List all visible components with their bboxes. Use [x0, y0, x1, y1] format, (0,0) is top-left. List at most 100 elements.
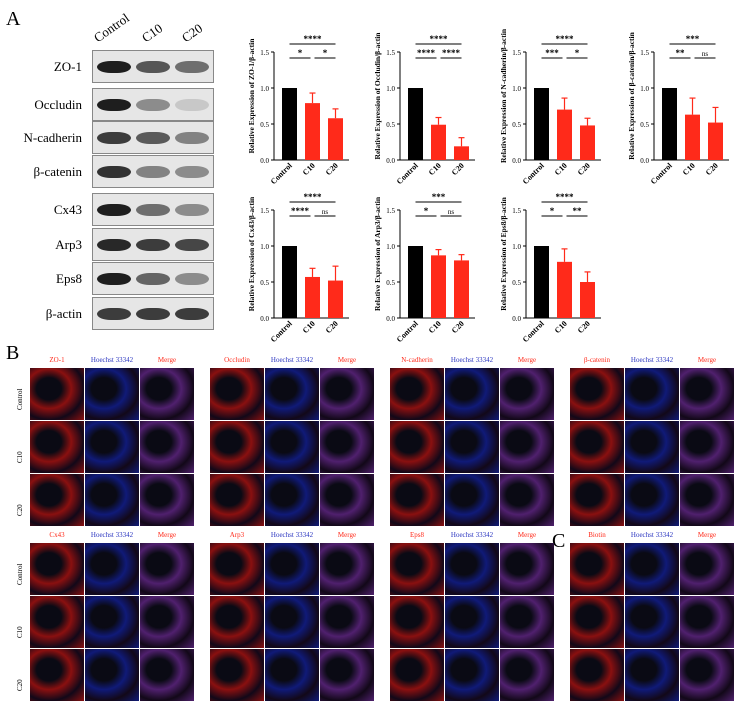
y-tick-label: 0.5	[386, 279, 395, 287]
if-image	[570, 368, 624, 420]
if-image	[30, 368, 84, 420]
blot-band	[175, 307, 209, 320]
bar-chart: 0.0 0.5 1.0 1.5 Relative Expression of N-cad…	[499, 28, 601, 186]
blot-column-label: C20	[178, 20, 206, 46]
significance-label: *	[323, 48, 328, 58]
significance-label: **	[573, 206, 583, 216]
y-tick-label: 1.5	[260, 49, 269, 57]
significance-label: ***	[545, 48, 559, 58]
x-tick-label: C10	[427, 161, 443, 177]
bar-c10	[305, 276, 320, 318]
if-channel-label: Hoechst 33342	[90, 356, 134, 364]
if-image	[500, 421, 554, 473]
if-channel-label: Hoechst 33342	[270, 531, 314, 539]
blot-strip	[92, 155, 214, 188]
if-row-label: Control	[16, 388, 24, 410]
blot-band	[97, 272, 131, 285]
if-image	[210, 421, 264, 473]
panel-label-a: A	[6, 8, 21, 30]
if-channel-label: Eps8	[410, 531, 424, 539]
blot-band	[175, 272, 209, 285]
if-image	[30, 596, 84, 648]
if-panel-occludin: Occludin Hoechst 33342 Merge	[208, 356, 374, 528]
blot-band	[97, 238, 131, 251]
if-image	[320, 596, 374, 648]
bar-c10	[557, 109, 572, 160]
if-image	[680, 368, 734, 420]
if-image	[210, 368, 264, 420]
significance-label: *	[298, 48, 303, 58]
y-axis-label: Relative Expression of Arp3/β-actin	[373, 196, 382, 311]
if-image	[500, 596, 554, 648]
y-tick-label: 1.0	[386, 243, 395, 251]
blot-band	[97, 131, 131, 144]
if-channel-label: β-catenin	[583, 356, 611, 364]
if-channel-label: Hoechst 33342	[90, 531, 134, 539]
blot-protein-label: Occludin	[34, 97, 82, 112]
blot-protein-label: β-actin	[45, 306, 82, 321]
blot-band	[97, 203, 131, 216]
y-axis-label: Relative Expression of Eps8/β-actin	[499, 196, 508, 310]
if-image	[625, 368, 679, 420]
y-tick-label: 1.5	[640, 49, 649, 57]
blot-band	[97, 165, 131, 178]
blot-strip	[92, 88, 214, 121]
significance-label: ***	[686, 34, 700, 44]
bar-c20	[454, 260, 469, 318]
if-image	[570, 421, 624, 473]
significance-label: ****	[442, 48, 461, 58]
if-image	[265, 421, 319, 473]
blot-column-label: C10	[138, 20, 166, 46]
x-tick-label: C20	[450, 319, 466, 335]
significance-label: ****	[291, 206, 310, 216]
blot-strip	[92, 262, 214, 295]
blot-protein-label: Cx43	[53, 202, 82, 217]
blot-protein-label: Eps8	[56, 271, 82, 286]
y-axis-label: Relative Expression of Cx43/β-actin	[247, 196, 256, 311]
x-tick-label: Control	[649, 161, 675, 187]
if-image	[210, 474, 264, 526]
if-row-label: C10	[16, 451, 24, 463]
if-image	[85, 421, 139, 473]
if-image	[210, 596, 264, 648]
if-image	[500, 474, 554, 526]
if-row-label: C20	[16, 504, 24, 516]
panel-label-b: B	[6, 342, 20, 364]
if-channel-label: Merge	[697, 356, 717, 364]
if-image	[500, 543, 554, 595]
significance-label: ns	[322, 208, 329, 216]
if-image	[445, 543, 499, 595]
if-image	[445, 368, 499, 420]
bar-control	[662, 88, 677, 160]
if-channel-label: Merge	[517, 356, 537, 364]
y-tick-label: 0.0	[386, 157, 395, 165]
x-tick-label: Control	[395, 161, 421, 187]
y-tick-label: 1.0	[386, 85, 395, 93]
bar-control	[408, 88, 423, 160]
significance-label: *	[575, 48, 580, 58]
if-image	[500, 368, 554, 420]
bar-chart: 0.0 0.5 1.0 1.5 Relative Expression of β-cat…	[627, 31, 729, 187]
bar-c10	[685, 114, 700, 160]
bar-c20	[708, 122, 723, 160]
if-image	[140, 474, 194, 526]
if-row-label: C20	[16, 679, 24, 691]
y-axis-label: Relative Expression of N-cadherin/β-acti…	[499, 28, 508, 163]
blot-band	[136, 272, 170, 285]
blot-strip	[92, 121, 214, 154]
if-image	[625, 421, 679, 473]
if-channel-label: Hoechst 33342	[450, 356, 494, 364]
if-image	[390, 596, 444, 648]
x-tick-label: Control	[269, 319, 295, 345]
bar-chart: 0.0 0.5 1.0 1.5 Relative Expression of Eps8/…	[499, 192, 601, 344]
bar-c20	[328, 118, 343, 160]
significance-label: ****	[304, 192, 323, 202]
y-tick-label: 0.5	[640, 121, 649, 129]
blot-protein-label: N-cadherin	[23, 130, 82, 145]
bar-c20	[454, 146, 469, 160]
blot-band	[136, 131, 170, 144]
blot-band	[136, 307, 170, 320]
if-channel-label: Biotin	[588, 531, 606, 539]
if-image	[390, 474, 444, 526]
blot-band	[175, 60, 209, 73]
